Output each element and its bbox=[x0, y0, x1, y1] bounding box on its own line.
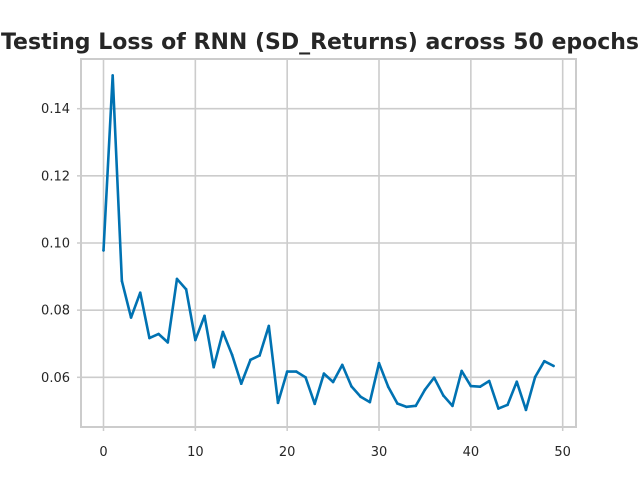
data-point bbox=[258, 354, 261, 357]
data-point bbox=[350, 385, 353, 388]
data-point bbox=[285, 370, 289, 373]
data-point bbox=[533, 375, 537, 379]
y-tick-label: 0.14 bbox=[41, 102, 70, 117]
x-tick-label: 40 bbox=[463, 445, 480, 460]
data-point bbox=[267, 324, 271, 328]
data-point bbox=[313, 402, 317, 406]
data-point bbox=[129, 316, 133, 319]
data-point bbox=[322, 372, 326, 375]
y-tick-label: 0.06 bbox=[41, 371, 70, 386]
data-point bbox=[157, 332, 160, 336]
data-point bbox=[506, 403, 509, 407]
data-point bbox=[487, 379, 491, 383]
data-point bbox=[368, 400, 372, 404]
data-point bbox=[239, 382, 243, 385]
data-point bbox=[469, 384, 473, 388]
data-point bbox=[138, 291, 142, 294]
data-point bbox=[386, 385, 390, 389]
data-point bbox=[340, 363, 344, 367]
data-point bbox=[166, 341, 170, 344]
data-point bbox=[102, 249, 105, 252]
data-point bbox=[451, 404, 454, 408]
series-line bbox=[102, 74, 555, 412]
data-point bbox=[295, 370, 298, 373]
data-point bbox=[460, 369, 463, 373]
y-tick-label: 0.08 bbox=[41, 304, 70, 319]
data-point bbox=[423, 388, 427, 392]
y-tick-label: 0.10 bbox=[41, 237, 70, 252]
chart-title: Testing Loss of RNN (SD_Returns) across … bbox=[1, 30, 639, 55]
data-point bbox=[276, 401, 280, 405]
data-point bbox=[432, 376, 436, 379]
plot-area: 0 10 20 30 40 50 0.06 0.08 0.10 0.12 0.14 bbox=[41, 58, 577, 460]
y-tick-label: 0.12 bbox=[41, 169, 70, 184]
data-point bbox=[194, 338, 197, 342]
data-point bbox=[175, 277, 179, 281]
data-point bbox=[331, 380, 335, 384]
data-point bbox=[249, 358, 252, 362]
data-point bbox=[414, 404, 418, 408]
data-point bbox=[111, 74, 114, 77]
data-point bbox=[478, 385, 482, 389]
data-point bbox=[212, 365, 215, 369]
x-tick-label: 10 bbox=[187, 445, 204, 460]
data-point bbox=[304, 376, 307, 379]
data-point bbox=[203, 314, 206, 318]
data-point bbox=[405, 405, 408, 409]
data-point bbox=[221, 330, 225, 334]
data-point bbox=[359, 395, 362, 399]
data-point bbox=[543, 359, 546, 363]
data-point bbox=[396, 402, 399, 405]
data-point bbox=[184, 288, 188, 291]
data-point bbox=[552, 364, 555, 368]
data-point bbox=[524, 408, 528, 412]
data-point bbox=[230, 353, 234, 357]
data-point bbox=[442, 394, 445, 397]
x-tick-label: 0 bbox=[99, 445, 107, 460]
x-tick-label: 30 bbox=[371, 445, 388, 460]
data-point bbox=[120, 279, 124, 283]
data-point bbox=[515, 380, 519, 383]
data-point bbox=[377, 361, 381, 365]
data-point bbox=[148, 336, 151, 340]
data-point bbox=[497, 407, 500, 410]
x-tick-label: 50 bbox=[554, 445, 571, 460]
x-tick-label: 20 bbox=[279, 445, 296, 460]
